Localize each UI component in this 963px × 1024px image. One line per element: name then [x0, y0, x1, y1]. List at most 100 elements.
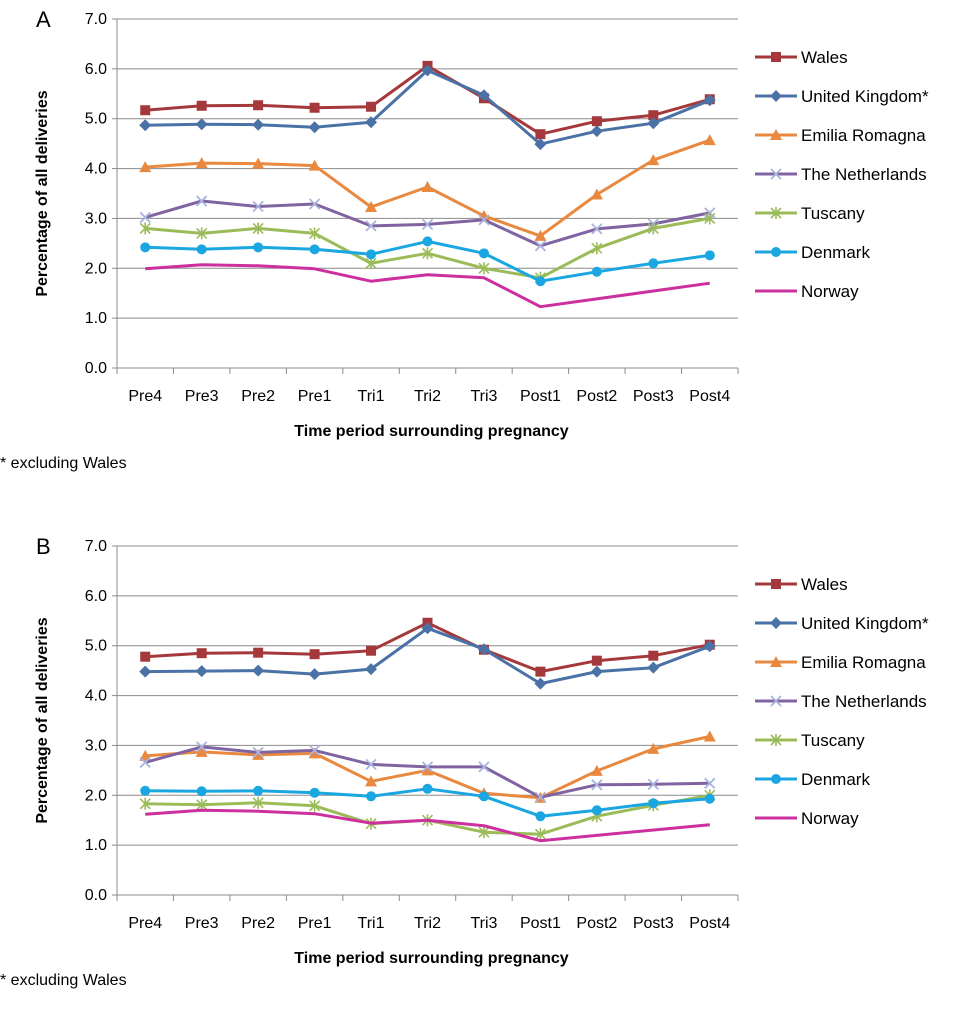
data-point — [422, 783, 433, 794]
x-tick-label: Pre3 — [185, 388, 219, 405]
data-point — [365, 116, 378, 129]
data-point — [704, 212, 716, 225]
series-the-netherlands — [139, 741, 716, 803]
data-point — [535, 129, 546, 140]
data-point — [366, 249, 377, 260]
legend-label: Wales — [801, 575, 848, 594]
legend-label: Norway — [801, 809, 859, 828]
chart-a-svg: A 0.0 1.0 2.0 3.0 4.0 5.0 6.0 7.0 Pre4 Pre3 Pre2 Pre… — [34, 7, 929, 440]
data-point — [535, 811, 546, 822]
chart-b-svg: B 0.0 1.0 2.0 3.0 4.0 5.0 6.0 7.0 Pre4 Pre3 Pre2 Pre… — [34, 534, 929, 967]
data-point — [648, 258, 659, 269]
x-tick-label: Post4 — [689, 388, 730, 405]
data-point — [478, 761, 490, 773]
data-point — [196, 227, 208, 240]
x-tick-label: Tri3 — [470, 915, 497, 932]
legend-item: Wales — [755, 575, 848, 594]
x-tick-label: Post3 — [633, 388, 674, 405]
data-point — [196, 195, 208, 207]
legend-label: United Kingdom* — [801, 614, 929, 633]
legend-item: Tuscany — [755, 204, 865, 223]
panel-letter: A — [36, 7, 51, 32]
data-point — [309, 227, 321, 240]
legend-item: Norway — [755, 809, 859, 828]
y-tick-label: 1.0 — [85, 837, 107, 854]
legend-item: Wales — [755, 48, 848, 67]
data-point — [478, 262, 490, 275]
data-point — [648, 650, 659, 661]
data-point — [252, 222, 264, 235]
data-point — [648, 110, 659, 121]
series-norway — [145, 263, 711, 309]
data-point — [421, 622, 434, 635]
data-point — [309, 787, 320, 798]
data-point — [309, 102, 320, 113]
data-point — [309, 649, 320, 660]
data-point — [195, 118, 208, 131]
data-point — [196, 100, 207, 111]
y-tick-label: 7.0 — [85, 538, 107, 555]
legend-marker — [770, 734, 782, 746]
data-point — [421, 761, 434, 773]
data-point — [421, 218, 434, 231]
data-point — [195, 157, 208, 169]
data-point — [647, 117, 660, 130]
data-point — [647, 661, 660, 674]
x-tick-label: Pre1 — [298, 388, 332, 405]
data-point — [590, 665, 603, 678]
data-point — [591, 266, 602, 277]
data-point — [139, 161, 152, 173]
data-point — [534, 240, 547, 252]
x-tick-label: Tri1 — [358, 915, 385, 932]
data-point — [253, 100, 264, 111]
legend-item: Denmark — [755, 243, 870, 262]
data-point — [590, 764, 603, 776]
data-point — [703, 134, 716, 146]
data-point — [139, 211, 151, 224]
x-tick-label: Pre3 — [185, 915, 219, 932]
data-point — [365, 200, 378, 212]
data-point — [477, 643, 490, 656]
data-point — [140, 785, 151, 796]
y-tick-label: 6.0 — [85, 588, 107, 605]
chart-panel-a: A 0.0 1.0 2.0 3.0 4.0 5.0 6.0 7.0 Pre4 Pre3 Pre2 Pre… — [0, 0, 963, 497]
data-point — [139, 222, 151, 235]
y-tick-label: 0.0 — [85, 360, 107, 377]
legend-marker — [771, 579, 781, 589]
series-united-kingdom — [139, 64, 716, 151]
data-point — [421, 64, 434, 77]
data-point — [196, 741, 208, 753]
data-point — [477, 89, 490, 102]
data-point — [421, 764, 434, 776]
series-norway — [145, 808, 710, 843]
data-point — [478, 214, 490, 226]
y-tick-label: 2.0 — [85, 787, 107, 804]
legend-marker — [771, 52, 781, 62]
x-tick-label: Tri2 — [414, 915, 441, 932]
x-tick-label: Pre4 — [128, 915, 162, 932]
y-tick-label: 6.0 — [85, 61, 107, 78]
x-tick-label: Tri2 — [414, 388, 441, 405]
y-tick-label: 3.0 — [85, 737, 107, 754]
x-tick-label: Post2 — [576, 915, 617, 932]
data-point — [591, 242, 603, 255]
data-point — [140, 651, 151, 662]
data-point — [647, 154, 660, 166]
data-point — [534, 138, 547, 151]
data-point — [308, 747, 321, 759]
data-point — [591, 655, 602, 666]
data-point — [365, 220, 377, 232]
legend-item: United Kingdom* — [755, 87, 929, 106]
data-point — [534, 677, 547, 690]
data-point — [648, 798, 659, 809]
data-point — [647, 742, 660, 754]
x-axis-title: Time period surrounding pregnancy — [294, 950, 569, 967]
x-tick-label: Pre2 — [241, 915, 275, 932]
y-tick-label: 2.0 — [85, 260, 107, 277]
legend-label: Emilia Romagna — [801, 126, 926, 145]
legend-marker — [770, 90, 782, 102]
chart-a-footnote: * excluding Wales — [0, 455, 127, 472]
data-point — [590, 188, 603, 200]
data-point — [139, 797, 151, 810]
data-point — [478, 826, 490, 839]
